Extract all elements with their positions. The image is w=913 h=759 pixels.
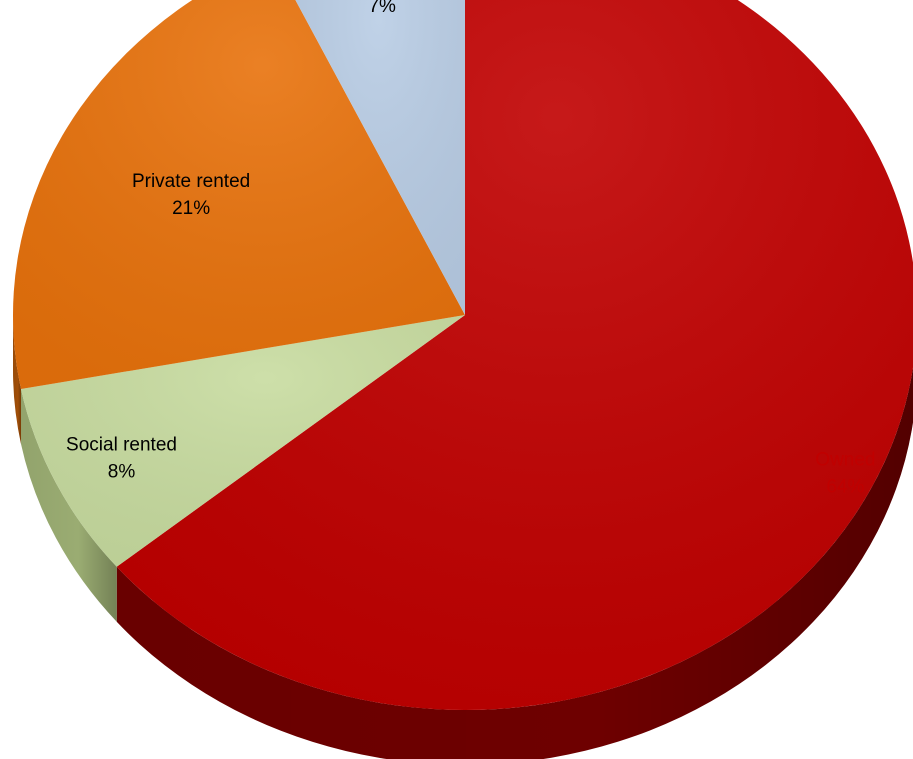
slice-shade-social-rented <box>21 315 465 567</box>
slice-label-living-rent-free: Living rent free7% <box>368 0 396 17</box>
slice-label-private-rented: Private rented 21% <box>132 171 250 219</box>
slice-value-label: 7% <box>368 0 396 17</box>
slice-category-label: Owned <box>815 449 875 470</box>
slice-value-label: 8% <box>108 461 136 482</box>
slice-category-label: Social rented <box>66 434 177 455</box>
slice-shade-living-rent-free <box>295 0 465 315</box>
slice-value-label: 64% <box>826 476 864 497</box>
slice-label-social-rented: Social rented 8% <box>66 434 177 482</box>
slice-shade-owned <box>116 0 913 710</box>
slice-label-owned: Owned 64% <box>815 449 875 497</box>
slice-category-label: Private rented <box>132 171 250 192</box>
slice-shade-private-rented <box>13 0 465 390</box>
slice-side-shade-social-rented <box>21 389 117 622</box>
slice-side-shade-private-rented <box>13 315 22 445</box>
slice-value-label: 21% <box>172 198 210 219</box>
slice-side-shade-owned <box>116 366 913 759</box>
